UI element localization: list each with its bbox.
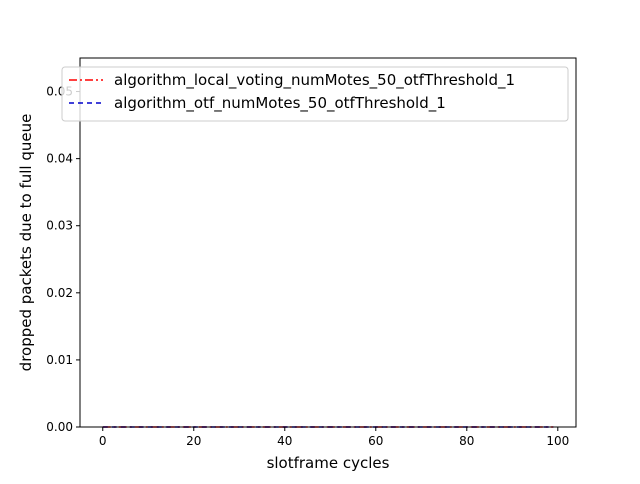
x-tick-label: 60 [368, 434, 383, 448]
x-tick-label: 0 [99, 434, 107, 448]
x-tick-label: 20 [186, 434, 201, 448]
y-tick-label: 0.04 [46, 152, 73, 166]
y-tick-label: 0.01 [46, 353, 73, 367]
y-tick-label: 0.00 [46, 420, 73, 434]
y-tick-label: 0.03 [46, 219, 73, 233]
legend-label: algorithm_local_voting_numMotes_50_otfTh… [114, 71, 515, 90]
y-axis-label: dropped packets due to full queue [17, 114, 35, 372]
x-axis-label: slotframe cycles [267, 454, 390, 472]
x-tick-label: 100 [546, 434, 569, 448]
plot-frame [79, 57, 577, 428]
legend: algorithm_local_voting_numMotes_50_otfTh… [61, 66, 569, 122]
legend-box [61, 66, 569, 122]
y-tick-label: 0.02 [46, 286, 73, 300]
legend-label: algorithm_otf_numMotes_50_otfThreshold_1 [114, 94, 446, 113]
x-axis: 0 20 40 60 80 100 [99, 427, 569, 448]
x-tick-label: 80 [459, 434, 474, 448]
x-tick-label: 40 [277, 434, 292, 448]
y-axis: 0.000.010.020.030.040.05 [46, 85, 80, 434]
